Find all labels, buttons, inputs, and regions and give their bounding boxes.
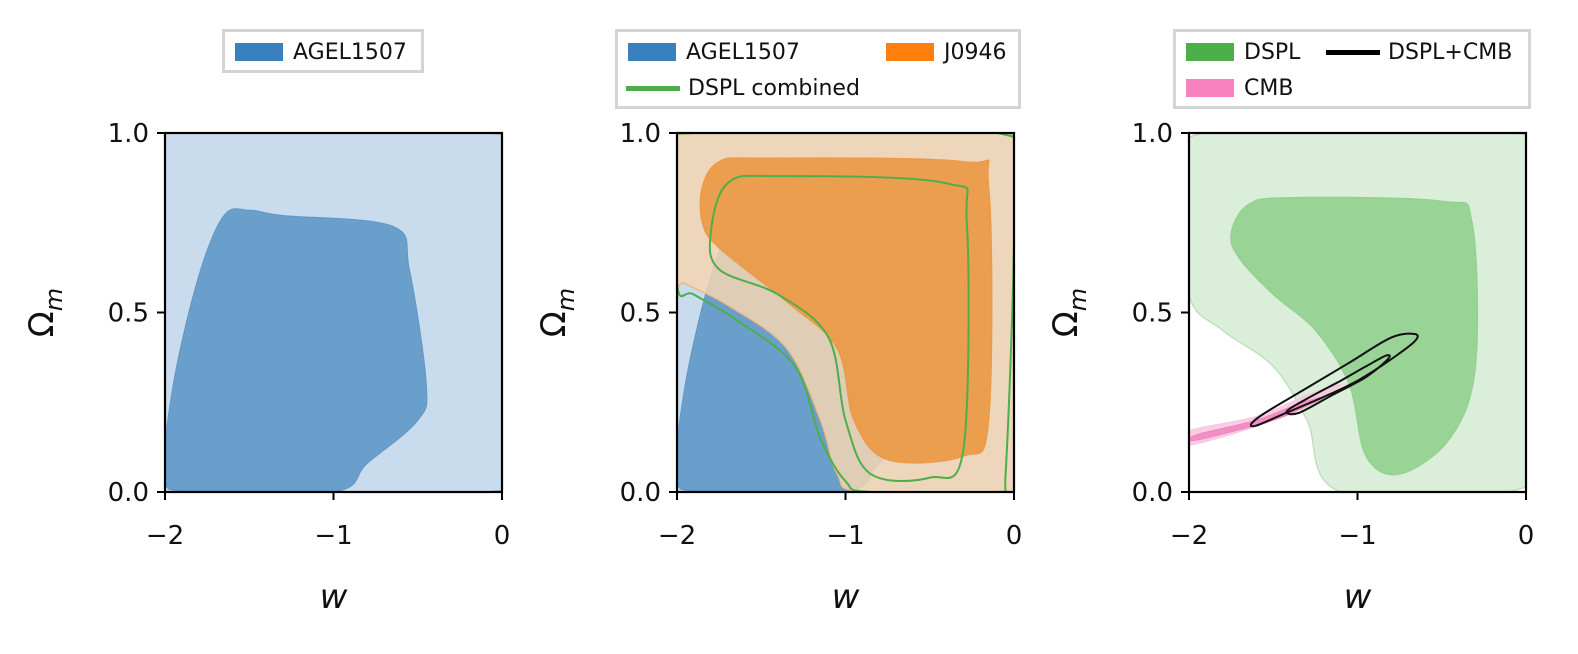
- panel-3: −2 −1 0 0.0 0.5 1.0 w Ωm: [1046, 119, 1535, 617]
- x-tick-label: −2: [1170, 521, 1208, 551]
- y-tick-label: 0.5: [620, 299, 661, 329]
- legend-label: DSPL+CMB: [1388, 39, 1513, 65]
- x-tick-label: −2: [146, 521, 184, 551]
- y-axis-label: Ωm: [534, 288, 580, 337]
- legend-panel-3: DSPL DSPL+CMB CMB: [1173, 29, 1531, 109]
- x-tick-label: −1: [1338, 521, 1376, 551]
- panel-2: −2 −1 0 0.0 0.5 1.0 w Ωm: [534, 119, 1023, 617]
- legend-label: CMB: [1244, 75, 1294, 101]
- y-axis-label-symbol: Ω: [22, 311, 62, 337]
- plot-area: [1189, 133, 1526, 492]
- y-tick-label: 0.0: [620, 478, 661, 508]
- contour-dspl-cmb-outer: [1249, 332, 1419, 428]
- x-tick-label: −1: [826, 521, 864, 551]
- y-tick-label: 0.5: [1132, 299, 1173, 329]
- y-tick-label: 1.0: [1132, 119, 1173, 149]
- legend-patch-agel1507: [628, 43, 676, 61]
- legend-label: AGEL1507: [293, 39, 407, 65]
- legend-patch-cmb: [1186, 79, 1234, 97]
- x-tick-label: 0: [494, 521, 511, 551]
- legend-patch-agel1507: [235, 43, 283, 61]
- legend-entry-cmb: CMB: [1186, 74, 1293, 102]
- contour-dspl-cmb-inner: [1285, 354, 1391, 416]
- x-axis-label: w: [832, 577, 860, 617]
- legend-panel-1: AGEL1507: [222, 29, 424, 73]
- legend-entry-agel1507: AGEL1507: [628, 38, 800, 66]
- y-axis-label: Ωm: [22, 288, 68, 337]
- legend-line-dspl-combined: [626, 85, 680, 91]
- y-tick-label: 1.0: [620, 119, 661, 149]
- x-tick-label: −2: [658, 521, 696, 551]
- x-tick-label: 0: [1006, 521, 1023, 551]
- y-axis-label-subscript: m: [1064, 288, 1092, 311]
- legend-entry-dspl-cmb: DSPL+CMB: [1326, 38, 1512, 66]
- y-tick-label: 1.0: [108, 119, 149, 149]
- y-tick-label: 0.0: [1132, 478, 1173, 508]
- legend-entry-agel1507: AGEL1507: [235, 38, 407, 66]
- legend-entry-j0946: J0946: [886, 38, 1006, 66]
- x-axis-label: w: [320, 577, 348, 617]
- legend-entry-dspl-combined: DSPL combined: [626, 74, 860, 102]
- plot-area: [677, 133, 1014, 492]
- x-tick-label: −1: [314, 521, 352, 551]
- plot-area: [165, 133, 502, 492]
- legend-label: AGEL1507: [686, 39, 800, 65]
- y-axis-label-symbol: Ω: [534, 311, 574, 337]
- contour-j0946-inner: [699, 157, 993, 464]
- panel-1: −2 −1 0 0.0 0.5 1.0 w Ωm: [22, 119, 511, 617]
- legend-line-dspl-cmb: [1326, 49, 1380, 55]
- legend-entry-dspl: DSPL: [1186, 38, 1300, 66]
- contour-dspl-combined-outer: [677, 133, 1014, 492]
- legend-patch-dspl: [1186, 43, 1234, 61]
- y-axis-label-subscript: m: [552, 288, 580, 311]
- x-tick-label: 0: [1518, 521, 1535, 551]
- legend-label: DSPL: [1244, 39, 1301, 65]
- contour-dspl-combined-inner: [708, 174, 970, 482]
- contour-dspl-inner: [1230, 196, 1479, 476]
- x-axis-label: w: [1344, 577, 1372, 617]
- y-axis-label: Ωm: [1046, 288, 1092, 337]
- legend-label: DSPL combined: [688, 75, 860, 101]
- y-axis-label-symbol: Ω: [1046, 311, 1086, 337]
- y-axis-label-subscript: m: [40, 288, 68, 311]
- legend-patch-j0946: [886, 43, 934, 61]
- y-tick-label: 0.0: [108, 478, 149, 508]
- legend-label: J0946: [944, 39, 1007, 65]
- y-tick-label: 0.5: [108, 299, 149, 329]
- legend-panel-2: AGEL1507 J0946 DSPL combined: [615, 29, 1021, 109]
